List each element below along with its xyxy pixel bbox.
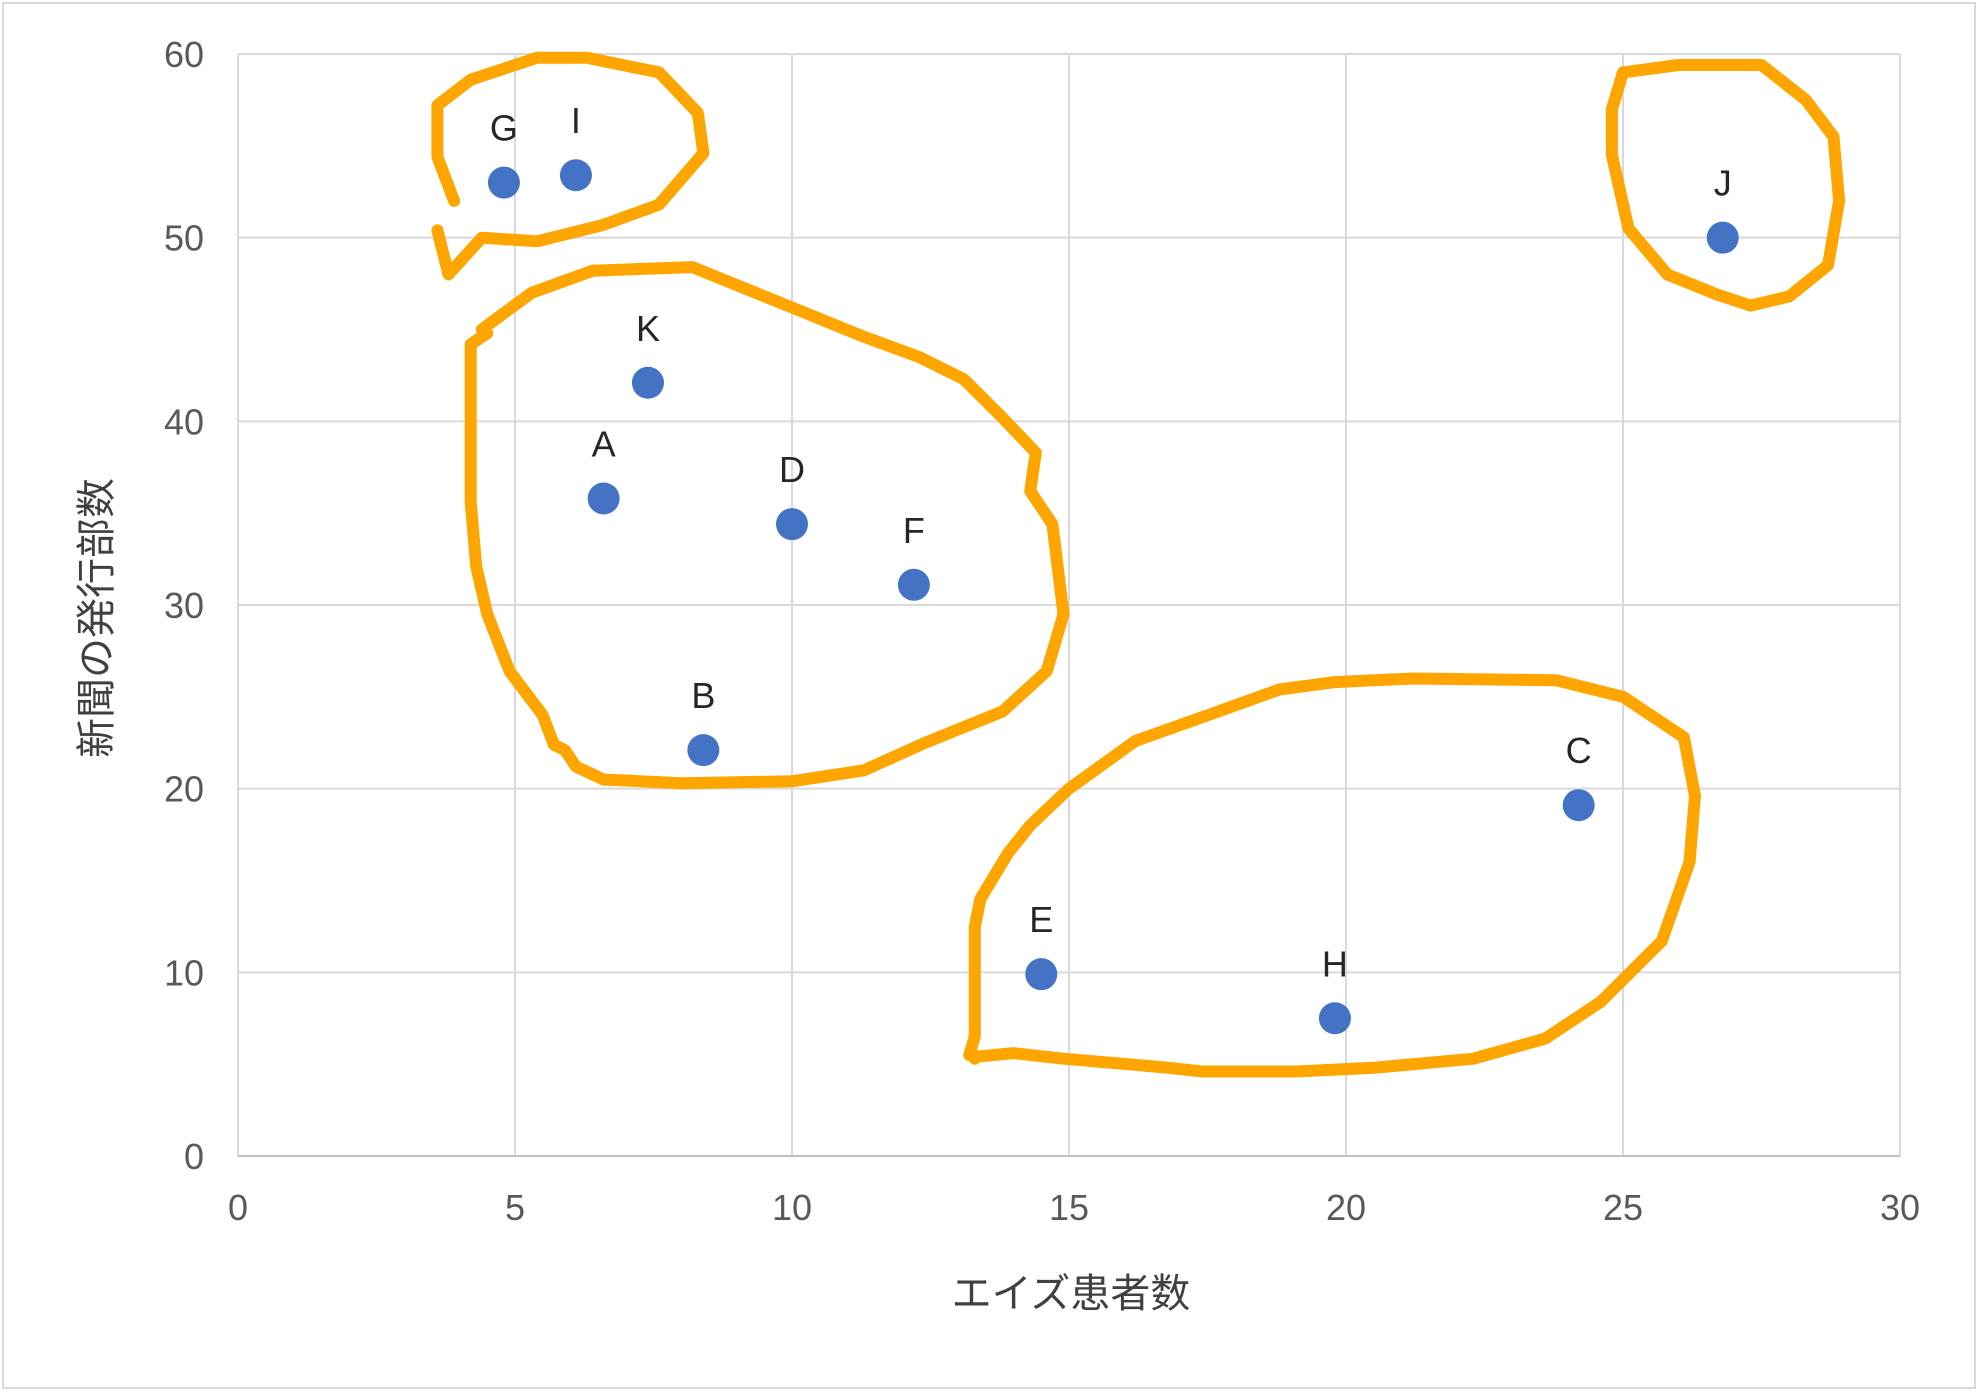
x-tick-label: 0 xyxy=(228,1187,248,1228)
data-label-g: G xyxy=(490,108,518,149)
data-label-e: E xyxy=(1029,899,1053,940)
tick-labels: 0 5 10 15 20 25 30 0 10 20 30 40 50 60 xyxy=(164,34,1920,1228)
y-tick-label: 0 xyxy=(184,1136,204,1177)
data-label-b: B xyxy=(691,675,715,716)
data-point-a xyxy=(587,482,620,515)
x-tick-label: 15 xyxy=(1049,1187,1089,1228)
data-point-d xyxy=(776,508,808,541)
x-tick-label: 5 xyxy=(505,1187,525,1228)
data-label-k: K xyxy=(636,308,660,349)
data-label-a: A xyxy=(592,423,616,464)
y-tick-label: 50 xyxy=(164,218,204,259)
data-label-f: F xyxy=(903,510,925,551)
y-tick-label: 60 xyxy=(164,34,204,75)
x-axis-title: エイズ患者数 xyxy=(952,1271,1191,1317)
data-point-g xyxy=(487,166,520,199)
data-point-j xyxy=(1706,221,1739,254)
y-tick-label: 30 xyxy=(164,585,204,626)
data-label-i: I xyxy=(571,100,581,141)
cluster-outline-1 xyxy=(431,51,710,281)
x-tick-label: 30 xyxy=(1880,1187,1920,1228)
data-label-d: D xyxy=(779,449,805,490)
cluster-outline-2 xyxy=(1605,59,1846,312)
data-point-k xyxy=(631,366,664,399)
y-tick-label: 10 xyxy=(164,952,204,993)
data-label-c: C xyxy=(1566,730,1592,771)
data-points xyxy=(487,159,1739,1035)
data-point-e xyxy=(1025,958,1058,991)
y-tick-label: 40 xyxy=(164,401,204,442)
cluster-outline-3 xyxy=(464,261,1070,790)
y-axis-title: 新聞の発行部数 xyxy=(74,478,120,758)
y-tick-label: 20 xyxy=(164,769,204,810)
data-point-f xyxy=(897,568,930,601)
data-point-b xyxy=(687,734,720,767)
cluster-outlines xyxy=(431,51,1846,1078)
data-point-h xyxy=(1318,1002,1351,1035)
data-point-c xyxy=(1562,789,1595,822)
x-tick-label: 10 xyxy=(772,1187,812,1228)
data-point-labels: A B C D E F G H I J K xyxy=(490,100,1732,984)
x-tick-label: 25 xyxy=(1603,1187,1643,1228)
data-label-j: J xyxy=(1714,163,1732,204)
data-point-i xyxy=(559,159,592,192)
data-label-h: H xyxy=(1322,943,1348,984)
x-tick-label: 20 xyxy=(1326,1187,1366,1228)
cluster-outline-4 xyxy=(963,672,1701,1078)
